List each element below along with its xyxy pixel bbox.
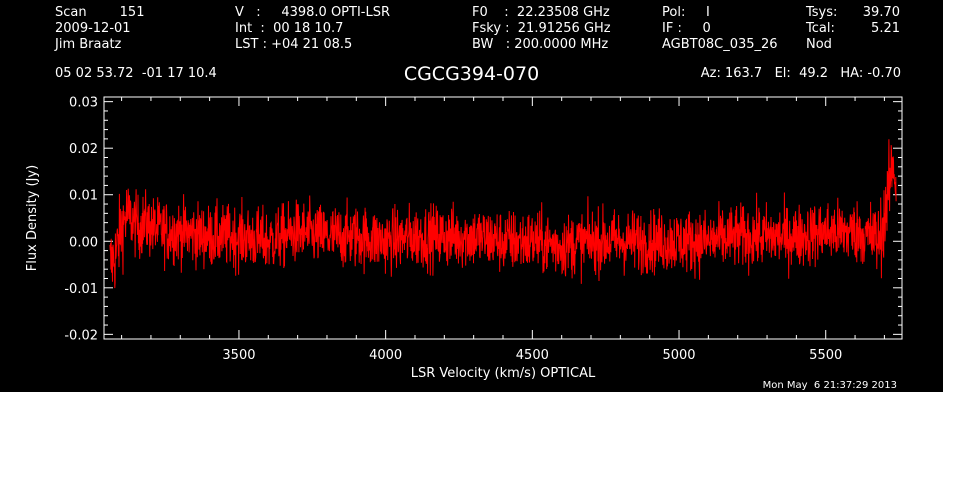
rest-frequency-label: F0 : 22.23508 GHz bbox=[472, 5, 610, 20]
plot-panel: Scan 151 2009-12-01 Jim Braatz V : 4398.… bbox=[0, 0, 943, 392]
integration-label: Int : 00 18 10.7 bbox=[235, 21, 344, 36]
bandwidth-label: BW : 200.0000 MHz bbox=[472, 37, 609, 52]
timestamp: Mon May 6 21:37:29 2013 bbox=[762, 380, 897, 391]
nod-label: Nod bbox=[806, 37, 832, 52]
tcal-value: 5.21 bbox=[871, 21, 900, 36]
y-tick-label: 0.03 bbox=[69, 96, 98, 111]
sky-frequency-label: Fsky : 21.91256 GHz bbox=[472, 21, 611, 36]
tsys-value: 39.70 bbox=[862, 5, 900, 20]
source-coordinates: 05 02 53.72 -01 17 10.4 bbox=[55, 66, 217, 81]
x-tick-label: 4000 bbox=[369, 348, 402, 363]
y-tick-label: 0.01 bbox=[69, 189, 98, 204]
tcal-label: Tcal: bbox=[806, 21, 835, 36]
x-tick-label: 5000 bbox=[662, 348, 695, 363]
scan-label: Scan 151 bbox=[55, 5, 145, 20]
x-axis-title: LSR Velocity (km/s) OPTICAL bbox=[411, 366, 596, 381]
y-tick-label: 0.00 bbox=[69, 235, 98, 250]
source-name: CGCG394-070 bbox=[403, 63, 540, 85]
velocity-label: V : 4398.0 OPTI-LSR bbox=[235, 5, 391, 20]
x-tick-label: 3500 bbox=[222, 348, 255, 363]
tsys-label: Tsys: bbox=[806, 5, 838, 20]
y-tick-label: -0.01 bbox=[64, 282, 98, 297]
spectrum-chart: 3500 4000 4500 5000 5500 -0.02 -0.01 0.00 0.01 0.… bbox=[25, 96, 903, 381]
y-tick-label: -0.02 bbox=[64, 328, 98, 343]
y-tick-label: 0.02 bbox=[69, 142, 98, 157]
polarization-label: Pol: I bbox=[662, 5, 710, 20]
y-axis-title: Flux Density (Jy) bbox=[25, 165, 40, 271]
date-label: 2009-12-01 bbox=[55, 21, 131, 36]
project-label: AGBT08C_035_26 bbox=[662, 37, 778, 52]
az-el-ha-readout: Az: 163.7 El: 49.2 HA: -0.70 bbox=[700, 66, 901, 81]
if-label: IF : 0 bbox=[662, 21, 711, 36]
observer-label: Jim Braatz bbox=[55, 37, 122, 52]
x-tick-label: 4500 bbox=[516, 348, 549, 363]
spectrum-trace bbox=[109, 139, 897, 289]
x-tick-label: 5500 bbox=[809, 348, 842, 363]
lst-label: LST : +04 21 08.5 bbox=[235, 37, 353, 52]
